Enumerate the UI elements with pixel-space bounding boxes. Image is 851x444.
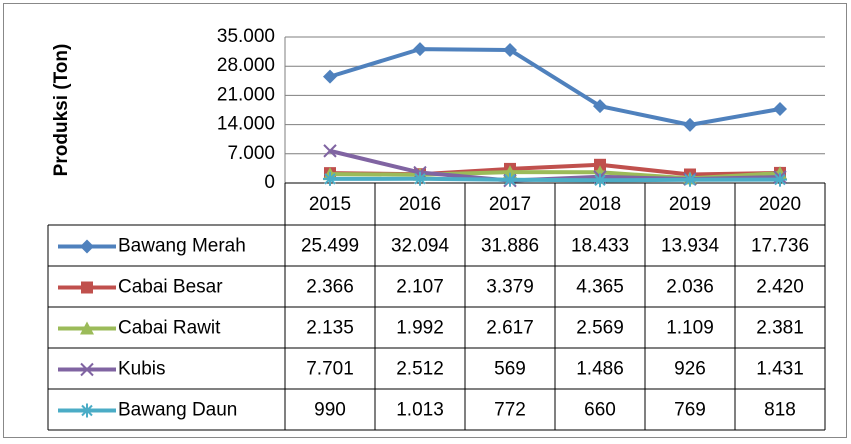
table-cell: 32.094 xyxy=(391,236,450,257)
legend-label: Bawang Daun xyxy=(118,400,237,421)
data-point xyxy=(683,172,697,187)
legend-marker xyxy=(80,321,94,335)
legend-label: Cabai Rawit xyxy=(118,318,221,339)
table-cell: 1.992 xyxy=(396,318,444,339)
data-point xyxy=(773,172,787,187)
data-point xyxy=(323,144,337,158)
data-point xyxy=(503,172,517,187)
data-point xyxy=(413,171,427,186)
x-tick-label: 2015 xyxy=(309,194,351,215)
table-cell: 1.013 xyxy=(396,400,444,421)
table-cell: 25.499 xyxy=(301,236,359,257)
table-cell: 2.381 xyxy=(756,318,804,339)
table-cell: 769 xyxy=(674,400,706,421)
legend-label: Kubis xyxy=(118,359,166,380)
table-cell: 2.617 xyxy=(486,318,534,339)
y-axis-label: Produksi (Ton) xyxy=(51,44,72,177)
table-cell: 2.036 xyxy=(666,277,714,298)
x-tick-label: 2016 xyxy=(399,194,441,215)
table-cell: 17.736 xyxy=(751,236,809,257)
data-point xyxy=(413,42,427,57)
table-cell: 1.431 xyxy=(756,359,804,380)
table-cell: 2.420 xyxy=(756,277,804,298)
y-tick-label: 7.000 xyxy=(227,143,275,164)
table-cell: 4.365 xyxy=(576,277,624,298)
x-tick-label: 2017 xyxy=(489,194,531,215)
table-cell: 7.701 xyxy=(306,359,354,380)
y-tick-label: 21.000 xyxy=(217,84,275,105)
table-cell: 31.886 xyxy=(481,236,539,257)
x-tick-label: 2019 xyxy=(669,194,711,215)
table-cell: 818 xyxy=(764,400,796,421)
data-point xyxy=(773,102,787,117)
table-cell: 2.135 xyxy=(306,318,354,339)
table-cell: 2.366 xyxy=(306,277,354,298)
data-point xyxy=(593,173,607,188)
data-point xyxy=(593,99,607,114)
data-point xyxy=(503,42,517,57)
series-line xyxy=(329,47,781,127)
series-line xyxy=(329,176,781,183)
table-cell: 2.512 xyxy=(396,359,444,380)
data-point xyxy=(683,117,697,132)
legend-marker xyxy=(80,239,94,254)
legend-label: Cabai Besar xyxy=(118,277,223,298)
x-tick-label: 2018 xyxy=(579,194,621,215)
data-point xyxy=(323,171,337,186)
y-tick-label: 14.000 xyxy=(217,114,275,135)
table-cell: 1.486 xyxy=(576,359,624,380)
table-cell: 990 xyxy=(314,400,346,421)
data-point xyxy=(503,165,517,179)
x-tick-label: 2020 xyxy=(759,194,801,215)
y-tick-label: 35.000 xyxy=(217,26,275,47)
y-tick-label: 0 xyxy=(264,172,275,193)
data-point xyxy=(594,158,606,171)
table-cell: 926 xyxy=(674,359,706,380)
table-cell: 1.109 xyxy=(666,318,714,339)
legend-label: Bawang Merah xyxy=(118,236,246,257)
table-cell: 18.433 xyxy=(571,236,629,257)
table-cell: 2.107 xyxy=(396,277,444,298)
legend-marker xyxy=(81,281,93,294)
legend-marker xyxy=(80,403,94,418)
y-tick-label: 28.000 xyxy=(217,55,275,76)
legend-marker xyxy=(80,362,94,377)
table-cell: 660 xyxy=(584,400,616,421)
table-cell: 13.934 xyxy=(661,236,720,257)
chart-border xyxy=(3,3,847,438)
table-cell: 772 xyxy=(494,400,526,421)
table-cell: 3.379 xyxy=(486,277,534,298)
table-cell: 2.569 xyxy=(576,318,624,339)
table-cell: 569 xyxy=(494,359,526,380)
data-point xyxy=(323,69,337,84)
